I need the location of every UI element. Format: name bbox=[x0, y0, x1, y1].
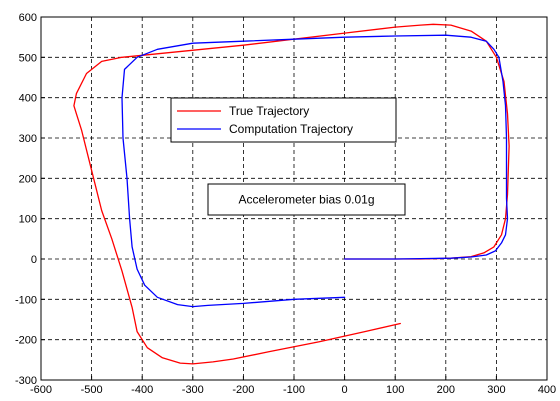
x-tick-label: 200 bbox=[437, 384, 455, 396]
series-line-true-trajectory bbox=[73, 23, 510, 365]
y-tick-label: 100 bbox=[19, 214, 37, 226]
x-tick-label: 300 bbox=[487, 384, 505, 396]
annotation-text: Accelerometer bias 0.01g bbox=[238, 193, 374, 207]
y-tick-label: 300 bbox=[19, 133, 37, 145]
x-tick-label: 0 bbox=[342, 384, 348, 396]
legend-label: Computation Trajectory bbox=[229, 122, 353, 136]
y-tick-label: 600 bbox=[19, 12, 37, 24]
y-tick-label: -300 bbox=[15, 375, 37, 387]
x-tick-label: -500 bbox=[81, 384, 103, 396]
x-tick-label: 400 bbox=[538, 384, 556, 396]
y-tick-label: 500 bbox=[19, 52, 37, 64]
x-tick-label: -100 bbox=[283, 384, 305, 396]
x-tick-label: 100 bbox=[386, 384, 404, 396]
legend-label: True Trajectory bbox=[229, 104, 309, 118]
annotation-box bbox=[207, 183, 406, 216]
legend-box bbox=[170, 97, 397, 143]
x-tick-label: -600 bbox=[30, 384, 52, 396]
y-tick-label: 400 bbox=[19, 93, 37, 105]
y-tick-label: 200 bbox=[19, 173, 37, 185]
x-tick-label: -400 bbox=[131, 384, 153, 396]
x-tick-label: -300 bbox=[182, 384, 204, 396]
y-tick-label: -100 bbox=[15, 294, 37, 306]
series-line-computation-trajectory bbox=[121, 34, 509, 308]
y-tick-label: 0 bbox=[31, 254, 37, 266]
y-tick-label: -200 bbox=[15, 335, 37, 347]
x-tick-label: -200 bbox=[232, 384, 254, 396]
